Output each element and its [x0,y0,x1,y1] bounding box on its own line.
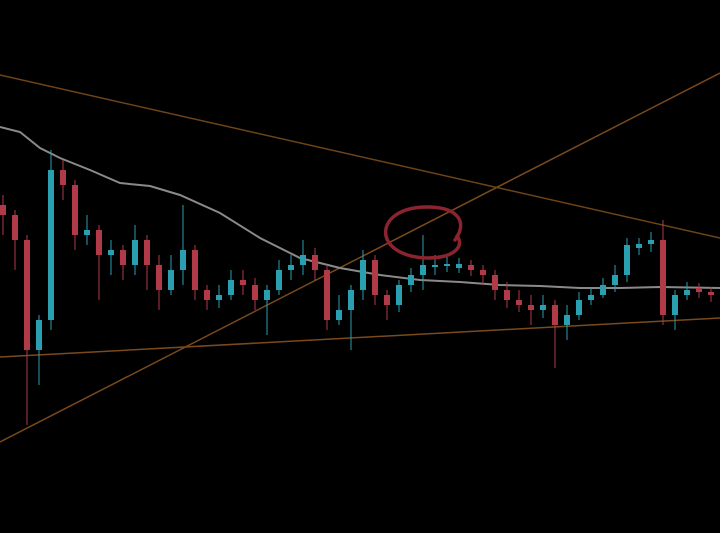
candle-body [408,275,414,285]
candle-body [0,205,6,215]
candle-body [336,310,342,320]
candle-body [456,264,462,268]
candle-body [108,250,114,255]
candle-body [348,290,354,310]
candle-body [444,264,450,266]
candle-body [60,170,66,185]
candle-body [252,285,258,300]
candle-body [144,240,150,265]
candle-body [696,288,702,292]
candle-body [504,290,510,300]
candle-body [516,300,522,305]
candle-body [384,295,390,305]
candle-layer [0,150,714,425]
candle-body [396,285,402,305]
candle-body [528,305,534,310]
candle-body [540,305,546,310]
candle-body [552,305,558,325]
candle-body [612,275,618,285]
candle-body [708,292,714,295]
candle-body [684,290,690,295]
candle-body [276,270,282,290]
candle-body [300,255,306,265]
candle-body [648,240,654,244]
candle-body [240,280,246,285]
candle-body [672,295,678,315]
candle-body [576,300,582,315]
candle-body [636,244,642,248]
candle-body [204,290,210,300]
candle-body [156,265,162,290]
candle-body [192,250,198,290]
candle-body [132,240,138,265]
candle-body [432,265,438,267]
candle-body [312,255,318,270]
candle-body [588,295,594,300]
candle-body [372,260,378,295]
candle-body [24,240,30,350]
trend-line [0,72,720,443]
candle-body [168,270,174,290]
trend-line [0,74,720,239]
candle-body [660,240,666,315]
candle-body [600,285,606,295]
candle-body [180,250,186,270]
candle-body [492,275,498,290]
candle-body [420,265,426,275]
candle-body [228,280,234,295]
candle-body [12,215,18,240]
candle-body [564,315,570,325]
candle-body [36,320,42,350]
candle-body [468,265,474,270]
candle-body [48,170,54,320]
circle-annotation [383,205,463,260]
candle-body [216,295,222,300]
candle-body [264,290,270,300]
candle-body [324,270,330,320]
candle-body [96,230,102,255]
candle-body [84,230,90,235]
candle-body [288,265,294,270]
candle-body [480,270,486,275]
candle-body [360,260,366,290]
candle-body [624,245,630,275]
candle-body [72,185,78,235]
candle-body [120,250,126,265]
trend-line [0,317,720,358]
